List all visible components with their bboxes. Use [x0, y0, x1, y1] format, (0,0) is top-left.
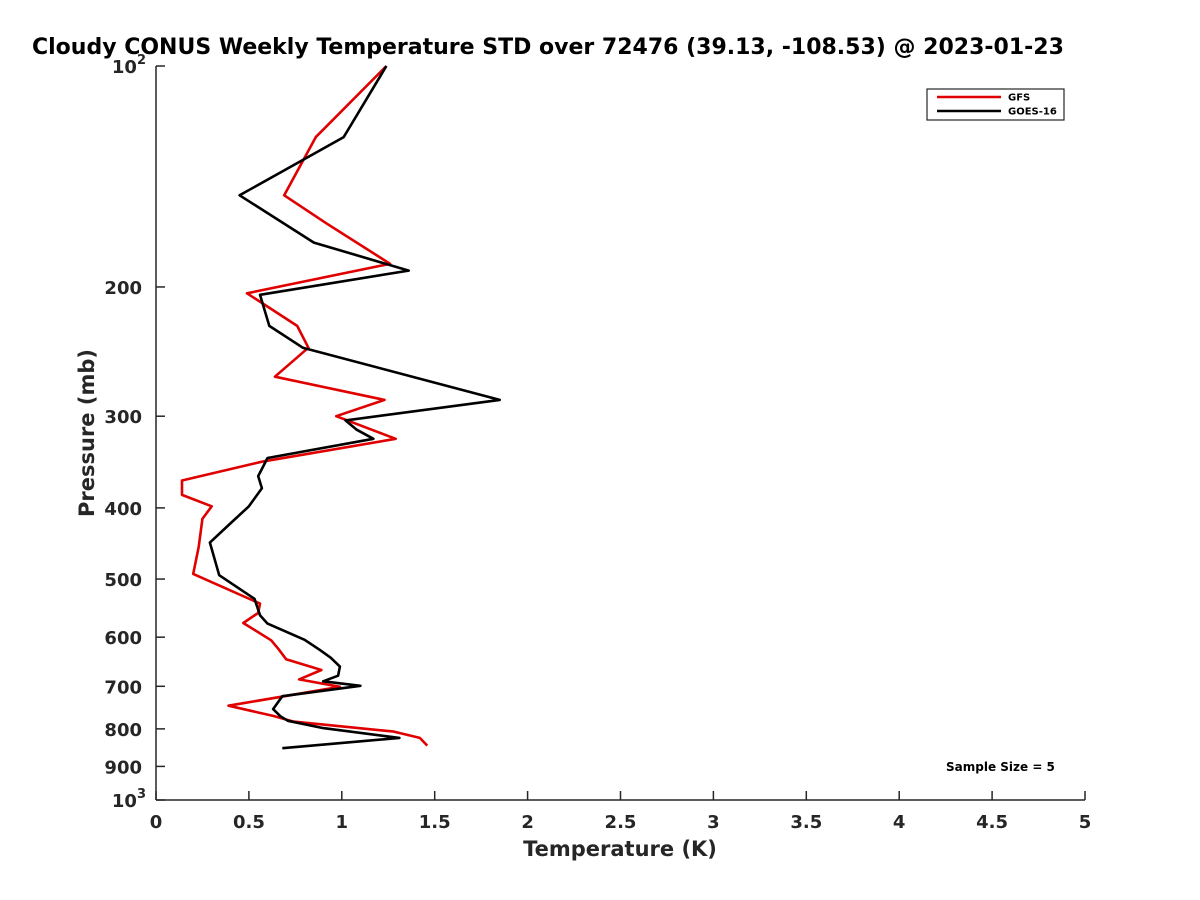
- x-tick-label: 0.5: [233, 812, 265, 833]
- y-tick-label: 900: [104, 757, 142, 778]
- x-tick-label: 3.5: [790, 812, 822, 833]
- legend-label-goes-16: GOES-16: [1008, 107, 1057, 118]
- y-tick-label: 200: [104, 278, 142, 299]
- chart-title: Cloudy CONUS Weekly Temperature STD over…: [32, 35, 1064, 60]
- y-axis-ticks: 102 200 300 400 500 600 700 800 900 103: [104, 53, 165, 812]
- x-tick-label: 4.5: [976, 812, 1008, 833]
- x-axis-label: Temperature (K): [523, 837, 717, 861]
- legend-label-gfs: GFS: [1008, 93, 1030, 104]
- x-tick-label: 0: [150, 812, 163, 833]
- series-lines: [180, 65, 502, 750]
- y-tick-label: 300: [104, 407, 142, 428]
- series-line-goes-16: [208, 65, 502, 750]
- y-tick-label: 700: [104, 677, 142, 698]
- x-tick-label: 2: [521, 812, 534, 833]
- legend-box: [926, 88, 1065, 121]
- y-tick-label: 500: [104, 570, 142, 591]
- y-tick-label: 400: [104, 499, 142, 520]
- y-tick-label: 800: [104, 720, 142, 741]
- x-tick-label: 1: [336, 812, 349, 833]
- x-axis-ticks: 0 0.5 1 1.5 2 2.5 3 3.5 4 4.5 5: [150, 791, 1092, 833]
- series-line-gfs: [180, 65, 429, 747]
- x-tick-label: 1.5: [419, 812, 451, 833]
- y-tick-label: 103: [112, 787, 146, 812]
- x-tick-label: 5: [1079, 812, 1092, 833]
- y-tick-label: 600: [104, 628, 142, 649]
- legend: GFS GOES-16: [926, 88, 1065, 121]
- y-tick-label: 102: [112, 53, 146, 78]
- x-tick-label: 4: [893, 812, 906, 833]
- plot-area: 0 0.5 1 1.5 2 2.5 3 3.5 4 4.5 5 102 200 300 400 500 600…: [104, 53, 1091, 833]
- x-tick-label: 2.5: [605, 812, 637, 833]
- x-tick-label: 3: [707, 812, 720, 833]
- sample-size-annotation: Sample Size = 5: [946, 760, 1055, 774]
- y-axis-label: Pressure (mb): [75, 349, 99, 517]
